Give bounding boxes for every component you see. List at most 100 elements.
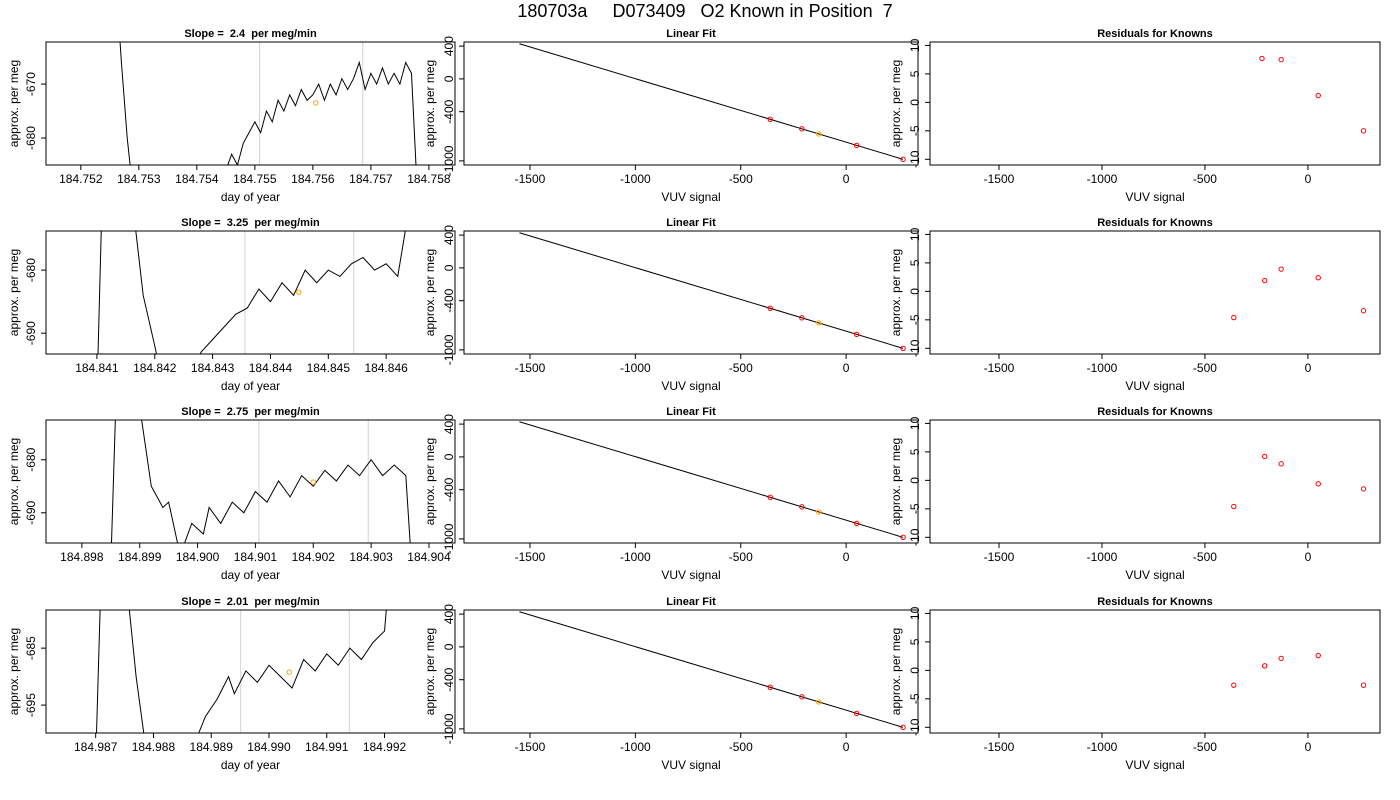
data-point bbox=[853, 142, 860, 149]
x-tick-label: 184.843 bbox=[191, 361, 235, 375]
data-point bbox=[1259, 55, 1265, 62]
data-point bbox=[767, 116, 773, 123]
x-tick-label: -1500 bbox=[984, 172, 1015, 186]
plot-frame bbox=[463, 419, 919, 544]
x-tick-label: -1000 bbox=[1087, 550, 1118, 564]
x-tick-label: -500 bbox=[729, 172, 753, 186]
x-tick-label: 184.899 bbox=[118, 550, 162, 564]
y-tick-label: -10 bbox=[908, 150, 922, 168]
data-point bbox=[767, 684, 773, 691]
data-point bbox=[1231, 314, 1237, 321]
x-tick-label: 184.755 bbox=[233, 172, 277, 186]
y-axis-label: approx. per meg bbox=[423, 438, 437, 525]
x-tick-label: 184.845 bbox=[307, 361, 351, 375]
plot-frame bbox=[929, 230, 1381, 355]
y-tick-label: 5 bbox=[908, 259, 922, 266]
panel: Slope = 2.75 per meg/min day of year appro… bbox=[7, 406, 456, 582]
x-tick-label: -1500 bbox=[984, 550, 1015, 564]
x-axis-label: VUV signal bbox=[661, 758, 720, 772]
x-tick-label: 184.898 bbox=[60, 550, 104, 564]
data-point bbox=[1261, 663, 1268, 669]
y-tick-label: 0 bbox=[908, 477, 922, 484]
x-tick-label: 0 bbox=[843, 740, 850, 754]
y-tick-label: -400 bbox=[442, 667, 456, 691]
x-axis-label: VUV signal bbox=[661, 568, 720, 582]
data-point bbox=[1360, 308, 1367, 314]
data-line bbox=[111, 420, 411, 543]
fit-line bbox=[519, 421, 904, 538]
plot-area bbox=[519, 611, 906, 731]
plot-area bbox=[519, 421, 906, 541]
x-tick-label: 184.987 bbox=[74, 740, 118, 754]
y-tick-label: -1000 bbox=[442, 145, 456, 176]
data-point bbox=[799, 315, 805, 321]
fit-line bbox=[519, 43, 904, 160]
data-point bbox=[1278, 655, 1284, 662]
panel-title: Residuals for Knowns bbox=[1097, 596, 1213, 608]
y-tick-label: -680 bbox=[24, 258, 38, 282]
y-axis-label: approx. per meg bbox=[889, 60, 903, 147]
x-axis-label: day of year bbox=[221, 379, 280, 393]
plot-area bbox=[1231, 266, 1367, 321]
x-tick-label: -1500 bbox=[515, 550, 546, 564]
panel: Linear Fit VUV signal approx. per meg -1500… bbox=[423, 596, 919, 772]
y-axis-label: approx. per meg bbox=[7, 60, 21, 147]
y-axis-label: approx. per meg bbox=[7, 628, 21, 715]
data-point bbox=[1315, 92, 1321, 99]
page-title: 180703a D073409 O2 Known in Position 7 bbox=[517, 1, 892, 21]
highlight-point bbox=[310, 479, 316, 485]
panel: Residuals for Knowns VUV signal approx. pe… bbox=[889, 406, 1381, 582]
highlight-point bbox=[286, 669, 292, 675]
x-axis-label: VUV signal bbox=[1125, 379, 1184, 393]
x-tick-label: 184.846 bbox=[364, 361, 408, 375]
y-tick-label: -5 bbox=[908, 314, 922, 325]
data-point bbox=[799, 126, 805, 132]
data-point bbox=[1231, 682, 1237, 688]
y-axis-label: approx. per meg bbox=[889, 249, 903, 336]
x-tick-label: -1000 bbox=[1087, 172, 1118, 186]
plot-area bbox=[96, 610, 387, 733]
y-tick-label: 400 bbox=[442, 414, 456, 434]
panel-title: Linear Fit bbox=[666, 596, 716, 608]
x-axis-label: day of year bbox=[221, 758, 280, 772]
plot-frame bbox=[45, 41, 456, 166]
plot-area bbox=[1259, 55, 1367, 134]
y-tick-label: -400 bbox=[442, 477, 456, 501]
panel-title: Slope = 2.01 per meg/min bbox=[181, 596, 320, 608]
panel-title: Slope = 3.25 per meg/min bbox=[181, 217, 320, 229]
plot-area bbox=[1231, 652, 1367, 688]
data-point bbox=[1315, 481, 1321, 487]
x-tick-label: 184.841 bbox=[75, 361, 119, 375]
panel-title: Slope = 2.75 per meg/min bbox=[181, 406, 320, 418]
panel: Linear Fit VUV signal approx. per meg -1500… bbox=[423, 217, 919, 393]
x-tick-label: 184.900 bbox=[176, 550, 220, 564]
x-tick-label: 184.901 bbox=[234, 550, 278, 564]
data-point bbox=[1278, 56, 1284, 63]
y-tick-label: 400 bbox=[442, 225, 456, 245]
panel: Slope = 3.25 per meg/min day of year appro… bbox=[7, 217, 456, 393]
x-tick-label: 184.991 bbox=[305, 740, 349, 754]
x-axis-label: VUV signal bbox=[661, 379, 720, 393]
plot-frame bbox=[463, 230, 919, 355]
y-tick-label: 400 bbox=[442, 36, 456, 56]
panel: Linear Fit VUV signal approx. per meg -1500… bbox=[423, 406, 919, 582]
panel-title: Slope = 2.4 per meg/min bbox=[184, 28, 317, 40]
panel-title: Residuals for Knowns bbox=[1097, 406, 1213, 418]
y-axis-label: approx. per meg bbox=[423, 249, 437, 336]
x-tick-label: 0 bbox=[1305, 361, 1312, 375]
x-tick-label: -1000 bbox=[1087, 740, 1118, 754]
data-point bbox=[1231, 503, 1237, 510]
data-point bbox=[816, 699, 822, 705]
plot-frame bbox=[45, 419, 456, 544]
plot-area bbox=[97, 231, 406, 354]
x-tick-label: 184.902 bbox=[292, 550, 336, 564]
x-tick-label: -1500 bbox=[984, 361, 1015, 375]
highlight-point bbox=[313, 100, 319, 106]
data-point bbox=[900, 156, 906, 163]
x-tick-label: 0 bbox=[843, 172, 850, 186]
data-point bbox=[853, 331, 860, 338]
panel: Linear Fit VUV signal approx. per meg -1500… bbox=[423, 28, 919, 204]
y-axis-label: approx. per meg bbox=[423, 628, 437, 715]
y-tick-label: 5 bbox=[908, 448, 922, 455]
